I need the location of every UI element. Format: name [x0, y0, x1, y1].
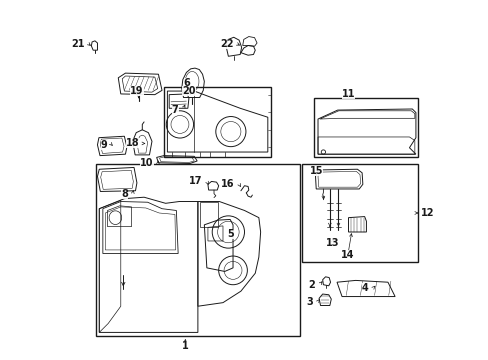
- Bar: [96, 164, 300, 336]
- Bar: [301, 164, 418, 262]
- Text: 21: 21: [71, 40, 85, 49]
- Bar: [314, 98, 418, 157]
- Text: 14: 14: [340, 250, 354, 260]
- Text: 11: 11: [341, 89, 354, 99]
- Text: 4: 4: [361, 283, 368, 293]
- Text: 6: 6: [183, 78, 190, 88]
- Text: 5: 5: [227, 229, 234, 239]
- Text: 9: 9: [101, 140, 107, 150]
- Text: 15: 15: [309, 166, 322, 176]
- Bar: [163, 87, 271, 157]
- Text: 20: 20: [182, 86, 195, 96]
- Text: 10: 10: [140, 158, 153, 168]
- Text: 19: 19: [130, 86, 143, 96]
- Text: 13: 13: [325, 238, 338, 248]
- Text: 2: 2: [308, 280, 314, 290]
- Text: 12: 12: [421, 208, 434, 218]
- Text: 17: 17: [189, 176, 202, 186]
- Text: 1: 1: [182, 341, 188, 351]
- Text: 8: 8: [121, 189, 128, 199]
- Text: 18: 18: [126, 139, 140, 148]
- Text: 7: 7: [171, 105, 178, 115]
- Text: 16: 16: [221, 179, 234, 189]
- Text: 3: 3: [306, 297, 313, 307]
- Text: 22: 22: [220, 40, 233, 49]
